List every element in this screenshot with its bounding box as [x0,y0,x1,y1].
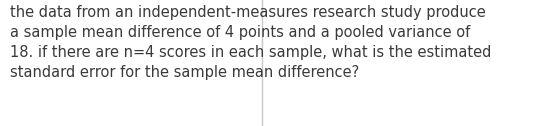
Text: the data from an independent-measures research study produce
a sample mean diffe: the data from an independent-measures re… [10,5,492,80]
